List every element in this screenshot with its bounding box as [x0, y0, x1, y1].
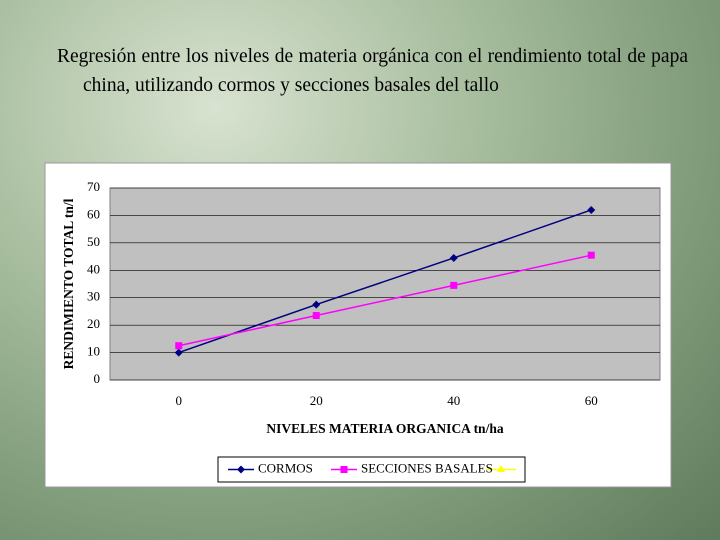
- x-tick-label: 40: [447, 393, 460, 408]
- point: [587, 251, 595, 259]
- point: [449, 253, 458, 262]
- y-tick-label: 40: [87, 261, 100, 276]
- point: [312, 312, 320, 320]
- point: [587, 205, 596, 214]
- legend-marker: [497, 465, 505, 472]
- y-axis-label: RENDIMIENTO TOTAL tn/l: [61, 198, 76, 369]
- y-tick-label: 10: [87, 344, 100, 359]
- slide-title: Regresión entre los niveles de materia o…: [57, 46, 688, 96]
- legend-label: CORMOS: [258, 460, 313, 475]
- point: [312, 300, 321, 309]
- point: [450, 281, 458, 289]
- point: [174, 348, 183, 357]
- legend: [217, 456, 526, 483]
- point: [340, 466, 348, 473]
- legend-label: SECCIONES BASALES: [361, 460, 493, 475]
- x-tick-label: 20: [310, 393, 323, 408]
- point: [175, 342, 183, 350]
- y-tick-label: 50: [87, 234, 100, 249]
- y-tick-label: 0: [94, 371, 101, 386]
- x-axis-label: NIVELES MATERIA ORGANICA tn/ha: [266, 421, 503, 436]
- series-line: [178, 209, 592, 354]
- y-tick-label: 20: [87, 316, 100, 331]
- y-tick-label: 60: [87, 206, 100, 221]
- y-tick-label: 70: [87, 179, 100, 194]
- y-tick-label: 30: [87, 289, 100, 304]
- x-tick-label: 0: [176, 393, 183, 408]
- point: [237, 465, 245, 474]
- series-line: [178, 254, 592, 347]
- x-tick-label: 60: [585, 393, 598, 408]
- plot-area: [109, 187, 661, 381]
